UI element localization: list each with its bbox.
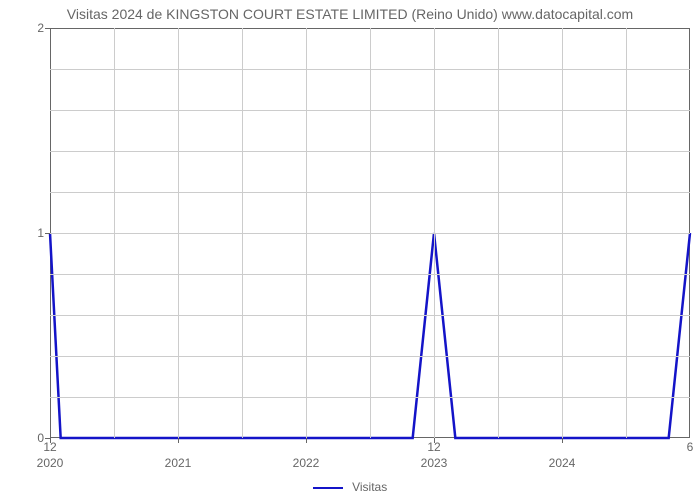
gridline-v — [434, 28, 435, 438]
gridline-v — [306, 28, 307, 438]
gridline-v — [178, 28, 179, 438]
x-tick-major-label: 2023 — [421, 456, 448, 470]
x-tick-major-label: 2024 — [549, 456, 576, 470]
x-tick-mark — [178, 438, 179, 443]
y-tick-mark — [45, 233, 50, 234]
y-tick-label: 1 — [37, 226, 44, 240]
y-tick-mark — [45, 28, 50, 29]
y-tick-label: 2 — [37, 21, 44, 35]
x-tick-major-label: 2020 — [37, 456, 64, 470]
x-tick-minor-label: 12 — [43, 440, 56, 454]
plot-area: 0122020202120222023202412126 — [50, 28, 690, 438]
gridline-v — [242, 28, 243, 438]
x-tick-minor-label: 12 — [427, 440, 440, 454]
gridline-v — [498, 28, 499, 438]
legend: Visitas — [0, 480, 700, 494]
x-tick-minor-label: 6 — [687, 440, 694, 454]
legend-swatch — [313, 487, 343, 489]
x-tick-mark — [562, 438, 563, 443]
gridline-v — [370, 28, 371, 438]
gridline-v — [626, 28, 627, 438]
chart-title: Visitas 2024 de KINGSTON COURT ESTATE LI… — [0, 0, 700, 22]
x-tick-major-label: 2022 — [293, 456, 320, 470]
chart-container: Visitas 2024 de KINGSTON COURT ESTATE LI… — [0, 0, 700, 500]
x-tick-mark — [306, 438, 307, 443]
gridline-v — [114, 28, 115, 438]
x-tick-major-label: 2021 — [165, 456, 192, 470]
legend-label: Visitas — [352, 480, 387, 494]
gridline-v — [562, 28, 563, 438]
